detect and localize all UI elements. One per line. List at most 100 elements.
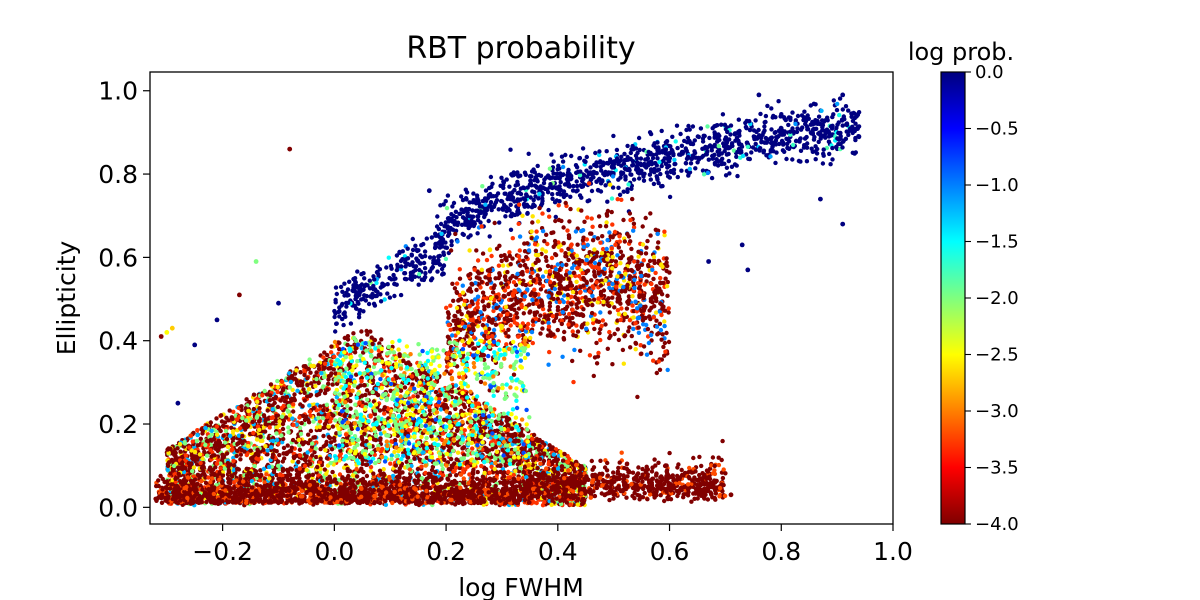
data-point xyxy=(538,287,544,292)
data-point xyxy=(661,158,666,163)
data-point xyxy=(413,243,418,248)
data-point xyxy=(453,318,459,324)
data-point xyxy=(726,158,731,164)
data-point xyxy=(648,299,654,304)
data-point xyxy=(578,348,583,353)
data-point xyxy=(693,166,698,171)
data-point xyxy=(543,175,549,180)
data-point xyxy=(518,186,524,191)
data-point xyxy=(267,398,272,403)
data-point xyxy=(648,332,654,338)
data-point xyxy=(576,300,582,305)
data-point xyxy=(590,264,595,270)
data-point xyxy=(471,322,476,327)
data-point xyxy=(838,130,843,136)
data-point xyxy=(659,302,664,307)
data-point xyxy=(483,202,488,207)
data-point xyxy=(545,190,551,195)
data-point xyxy=(553,267,559,272)
data-point xyxy=(614,147,620,153)
data-point xyxy=(571,183,576,189)
data-point xyxy=(655,332,660,337)
data-point xyxy=(333,329,338,334)
data-point xyxy=(532,178,537,183)
data-point xyxy=(340,289,345,294)
data-point xyxy=(410,236,415,242)
data-point xyxy=(849,111,854,116)
data-point xyxy=(459,194,464,199)
data-point xyxy=(646,273,651,278)
data-point xyxy=(816,114,822,119)
data-point xyxy=(609,246,614,251)
data-point xyxy=(460,338,465,344)
data-point xyxy=(655,175,660,181)
data-point xyxy=(649,169,654,174)
data-point xyxy=(688,161,694,166)
data-point xyxy=(587,289,592,294)
data-point xyxy=(549,152,554,157)
data-point xyxy=(371,285,376,291)
data-point xyxy=(522,185,527,191)
data-point xyxy=(421,374,426,380)
data-point xyxy=(640,172,646,177)
data-point xyxy=(498,183,503,188)
data-point xyxy=(526,321,531,327)
data-point xyxy=(490,317,495,322)
data-point xyxy=(333,285,339,290)
data-point xyxy=(607,285,612,291)
data-point xyxy=(409,252,414,257)
data-point xyxy=(454,290,460,296)
data-point xyxy=(647,258,653,264)
data-point xyxy=(453,326,459,331)
data-point xyxy=(474,193,480,198)
data-point xyxy=(525,325,530,331)
data-point xyxy=(810,131,816,137)
data-point xyxy=(574,279,579,284)
data-point xyxy=(471,191,476,196)
data-point xyxy=(487,247,493,253)
data-point xyxy=(560,354,565,359)
data-point xyxy=(551,171,556,176)
data-point xyxy=(723,173,729,178)
data-point xyxy=(646,149,651,155)
data-point xyxy=(745,144,751,149)
data-point xyxy=(457,211,462,216)
data-point xyxy=(834,144,839,150)
data-point xyxy=(452,218,457,224)
data-point xyxy=(579,259,585,264)
data-point xyxy=(803,136,808,141)
data-point xyxy=(601,160,606,165)
data-point xyxy=(485,335,491,340)
data-point xyxy=(690,141,696,147)
data-point xyxy=(794,129,800,135)
data-point xyxy=(649,281,654,287)
data-point xyxy=(607,160,612,165)
data-point xyxy=(603,224,609,229)
data-point xyxy=(532,242,538,247)
data-point xyxy=(811,137,817,142)
data-point xyxy=(821,119,827,124)
data-point xyxy=(533,237,538,242)
data-point xyxy=(352,276,358,281)
data-point xyxy=(482,209,487,214)
data-point xyxy=(571,379,576,385)
data-point xyxy=(490,334,495,339)
data-point xyxy=(722,122,728,128)
data-point xyxy=(673,139,678,144)
data-point xyxy=(665,293,670,298)
data-point xyxy=(641,344,647,349)
data-point xyxy=(579,312,584,317)
data-point xyxy=(378,285,383,290)
data-point xyxy=(281,445,287,451)
data-point xyxy=(618,317,623,323)
data-point xyxy=(568,206,573,212)
data-point xyxy=(376,272,381,277)
data-point xyxy=(589,310,595,316)
data-point xyxy=(751,134,756,139)
data-point xyxy=(582,158,587,163)
data-point xyxy=(648,350,654,356)
data-point xyxy=(617,234,622,239)
data-point xyxy=(370,293,375,298)
data-point xyxy=(527,302,532,307)
data-point xyxy=(382,297,387,302)
